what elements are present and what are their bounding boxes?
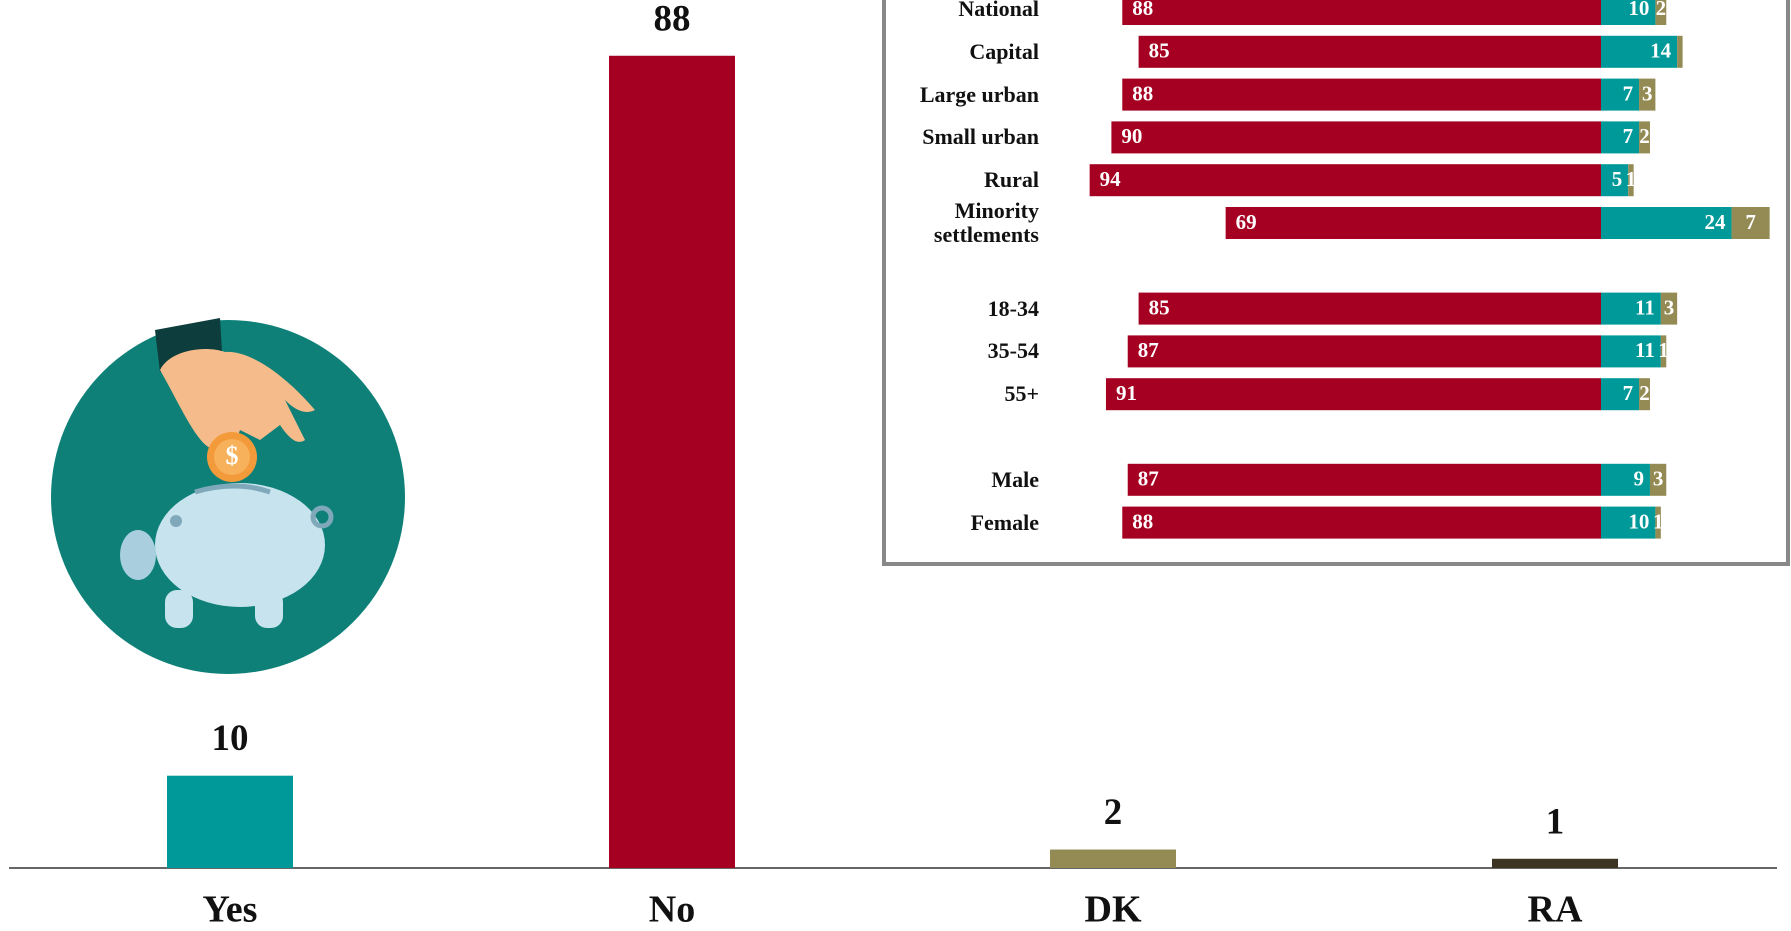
value-label: 94 bbox=[1100, 167, 1122, 191]
value-label: 85 bbox=[1149, 39, 1170, 63]
category-label: Small urban bbox=[922, 124, 1039, 150]
value-label: 1 bbox=[1546, 801, 1565, 842]
value-label: 2 bbox=[1656, 0, 1667, 20]
bar-segment bbox=[1105, 378, 1601, 411]
category-label: National bbox=[958, 0, 1039, 21]
value-label: 5 bbox=[1612, 167, 1623, 191]
category-label: Large urban bbox=[919, 81, 1039, 107]
value-label: 14 bbox=[1650, 39, 1672, 63]
category-label: 55+ bbox=[1004, 381, 1039, 407]
value-label: 24 bbox=[1705, 210, 1727, 234]
value-label: 3 bbox=[1642, 81, 1653, 105]
bar-segment bbox=[1655, 506, 1661, 539]
bar-segment bbox=[1089, 164, 1601, 197]
bar-segment bbox=[1639, 121, 1650, 154]
category-label: 18-34 bbox=[987, 295, 1039, 321]
value-label: 88 bbox=[654, 0, 691, 39]
bar-segment bbox=[1601, 335, 1661, 368]
value-label: 7 bbox=[1623, 124, 1634, 148]
bar-segment bbox=[1649, 463, 1667, 496]
bar-segment bbox=[1138, 35, 1601, 68]
bar bbox=[1050, 849, 1176, 868]
value-label: 10 bbox=[212, 718, 249, 759]
bar-segment bbox=[1601, 121, 1640, 154]
value-label: 88 bbox=[1132, 509, 1153, 533]
x-tick-label: DK bbox=[1085, 889, 1142, 931]
category-label: 35-54 bbox=[987, 338, 1039, 364]
bar-segment bbox=[1677, 35, 1683, 68]
category-label: Male bbox=[991, 466, 1039, 492]
value-label: 88 bbox=[1132, 81, 1153, 105]
bar-segment bbox=[1138, 292, 1601, 325]
bar-segment bbox=[1601, 164, 1629, 197]
value-label: 7 bbox=[1623, 381, 1634, 405]
category-label: Female bbox=[970, 509, 1039, 535]
bar bbox=[167, 775, 293, 868]
bar bbox=[609, 55, 735, 868]
x-tick-label: RA bbox=[1528, 889, 1583, 931]
value-label: 11 bbox=[1635, 295, 1655, 319]
bar-segment bbox=[1639, 78, 1656, 111]
bar-segment bbox=[1122, 506, 1601, 539]
value-label: 91 bbox=[1116, 381, 1137, 405]
bar-segment bbox=[1122, 0, 1601, 25]
category-label: Rural bbox=[984, 167, 1039, 193]
bar-segment bbox=[1127, 335, 1601, 368]
value-label: 1 bbox=[1658, 338, 1669, 362]
value-label: 2 bbox=[1104, 792, 1123, 833]
bar-segment bbox=[1660, 335, 1667, 368]
bar-segment bbox=[1601, 35, 1678, 68]
value-label: 10 bbox=[1628, 509, 1649, 533]
bar-segment bbox=[1601, 463, 1650, 496]
piggy-icon: $ bbox=[51, 318, 405, 674]
bar-segment bbox=[1127, 463, 1601, 496]
value-label: 88 bbox=[1132, 0, 1153, 20]
value-label: 3 bbox=[1664, 295, 1675, 319]
x-tick-label: Yes bbox=[203, 889, 258, 931]
value-label: 9 bbox=[1633, 467, 1644, 491]
bar-segment bbox=[1601, 292, 1661, 325]
value-label: 7 bbox=[1745, 210, 1756, 234]
bar-segment bbox=[1660, 292, 1678, 325]
category-label: Capital bbox=[969, 38, 1039, 64]
bar-segment bbox=[1628, 164, 1634, 197]
bar-segment bbox=[1111, 121, 1601, 154]
value-label: 90 bbox=[1121, 124, 1142, 148]
value-label: 87 bbox=[1138, 338, 1159, 362]
bar-segment bbox=[1601, 0, 1656, 25]
value-label: 1 bbox=[1653, 509, 1664, 533]
value-label: 11 bbox=[1635, 338, 1655, 362]
value-label: 1 bbox=[1626, 167, 1637, 191]
value-label: 2 bbox=[1639, 124, 1650, 148]
bar-segment bbox=[1601, 378, 1640, 411]
bar-segment bbox=[1639, 378, 1650, 411]
value-label: 7 bbox=[1623, 81, 1634, 105]
value-label: 10 bbox=[1628, 0, 1649, 20]
value-label: 87 bbox=[1138, 467, 1159, 491]
bar-segment bbox=[1655, 0, 1667, 25]
bar bbox=[1492, 858, 1618, 868]
svg-text:$: $ bbox=[226, 441, 239, 470]
bar-segment bbox=[1225, 207, 1601, 239]
bar-segment bbox=[1601, 78, 1640, 111]
value-label: 69 bbox=[1236, 210, 1257, 234]
value-label: 3 bbox=[1653, 467, 1664, 491]
category-label: Minority settlements bbox=[933, 198, 1039, 247]
bar-segment bbox=[1601, 506, 1656, 539]
bar-segment bbox=[1601, 207, 1732, 239]
value-label: 2 bbox=[1639, 381, 1650, 405]
x-tick-label: No bbox=[649, 889, 695, 931]
bar-segment bbox=[1731, 207, 1770, 239]
bar-segment bbox=[1122, 78, 1601, 111]
value-label: 85 bbox=[1149, 295, 1170, 319]
